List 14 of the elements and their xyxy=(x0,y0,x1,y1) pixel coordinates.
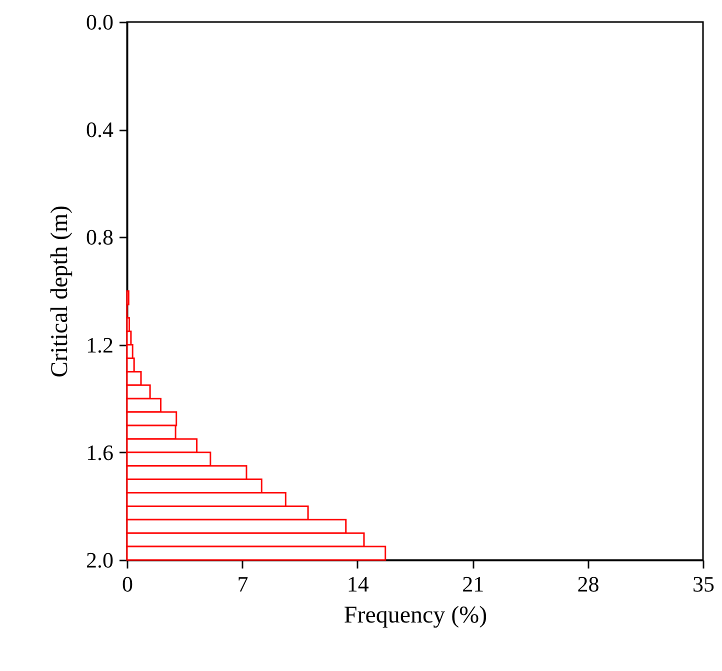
y-tick-label: 0.4 xyxy=(86,117,114,142)
x-tick-label: 28 xyxy=(577,572,600,596)
y-tick-label: 0.0 xyxy=(86,10,114,34)
y-tick-label: 0.8 xyxy=(86,224,114,250)
y-tick-label: 1.6 xyxy=(86,440,114,465)
y-tick-label: 1.2 xyxy=(86,332,114,358)
x-tick-label: 35 xyxy=(692,572,714,596)
x-tick-label: 21 xyxy=(462,572,484,596)
y-axis-title: Critical depth (m) xyxy=(47,206,73,378)
x-tick-label: 0 xyxy=(122,572,133,596)
x-tick-label: 7 xyxy=(237,572,248,596)
x-tick-label: 14 xyxy=(346,572,369,596)
y-tick-label: 2.0 xyxy=(86,548,114,572)
x-axis-title: Frequency (%) xyxy=(344,602,488,628)
